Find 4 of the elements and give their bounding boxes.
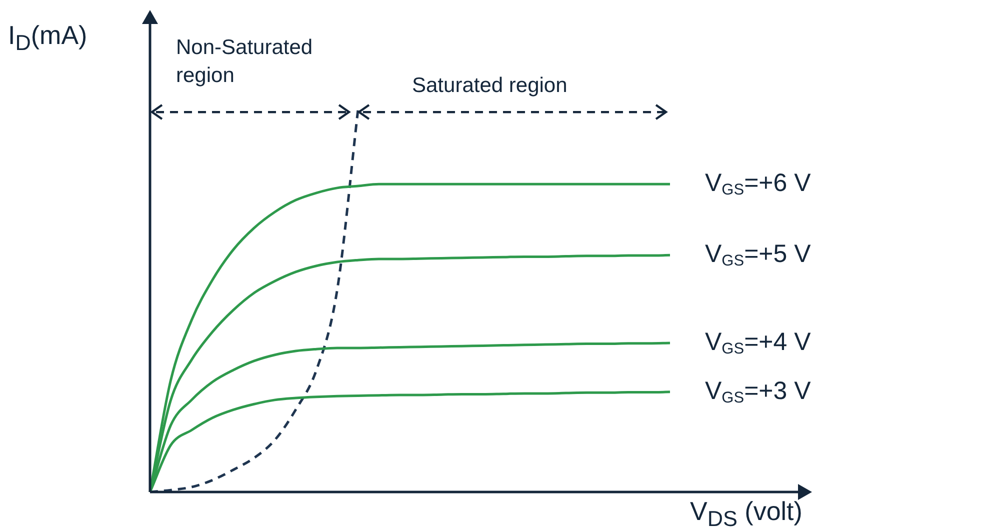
text: Saturated region xyxy=(412,73,568,99)
x-axis-title: V$_{DS}$ (volt) xyxy=(690,496,802,532)
y-axis-title: I$_{D}$(mA) xyxy=(8,20,88,56)
text: Non-Saturated region xyxy=(176,35,314,89)
